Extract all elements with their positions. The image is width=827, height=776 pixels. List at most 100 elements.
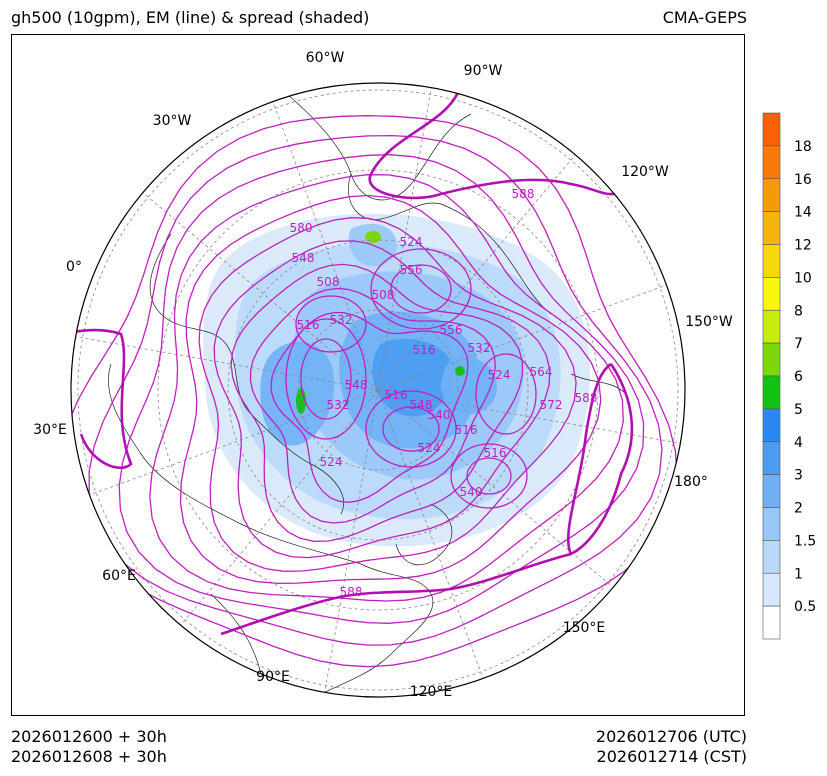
colorbar-label: 10: [794, 270, 812, 286]
graticule: [71, 83, 685, 697]
colorbar-box: [762, 605, 781, 640]
colorbar-box: [762, 474, 781, 508]
longitude-label: 120°E: [410, 684, 453, 700]
colorbar-box: [762, 408, 781, 443]
contour-label: 532: [330, 313, 353, 327]
coastline: [107, 363, 362, 565]
colorbar-label: 0.5: [794, 599, 816, 615]
contour-label: 556: [440, 323, 463, 337]
meridian: [71, 332, 379, 391]
colorbar-label: 6: [794, 369, 803, 385]
valid-time: 2026012706 (UTC) 2026012714 (CST): [596, 727, 747, 767]
model-name: CMA-GEPS: [662, 8, 747, 27]
low-contour: [295, 295, 367, 353]
colorbar: 0.5 1 1.5 2 3 4 5 6 7 8 10 12 14 16 18: [762, 112, 816, 640]
coastline: [320, 563, 434, 695]
low-contour: [390, 264, 452, 314]
contour-label: 588: [340, 585, 363, 599]
height-contour: [270, 311, 469, 503]
height-contour: [88, 134, 663, 646]
spread-spot: [455, 366, 465, 376]
low-contour: [475, 353, 537, 435]
colorbar-label: 7: [794, 336, 803, 352]
meridian: [377, 83, 436, 391]
longitude-label: 60°E: [102, 568, 136, 584]
contour-588: [71, 328, 133, 470]
longitude-label: 150°E: [563, 620, 606, 636]
low-contour: [382, 406, 440, 452]
longitude-labels: 60°W 90°W 30°W 120°W 0° 150°W 30°E 180° 60°E 150°…: [33, 50, 733, 700]
contour-label: 580: [290, 221, 313, 235]
latitude-circle: [227, 239, 529, 541]
longitude-label: 180°: [674, 474, 708, 490]
contour-label: 556: [400, 263, 423, 277]
meridian: [264, 83, 379, 391]
colorbar-box: [762, 211, 781, 245]
contour-label: 516: [413, 343, 436, 357]
meridian: [377, 389, 632, 603]
colorbar-box: [762, 375, 781, 410]
meridian: [124, 177, 379, 391]
height-contour: [179, 194, 602, 585]
contour-588: [220, 552, 572, 636]
spread-spot: [365, 231, 381, 243]
contour-label: 516: [455, 423, 478, 437]
height-contours: [71, 83, 678, 668]
height-contour: [213, 240, 551, 559]
colorbar-label: 14: [794, 205, 812, 221]
longitude-label: 150°W: [685, 314, 733, 330]
colorbar-box: [762, 441, 781, 475]
contour-label: 508: [317, 275, 340, 289]
coastline: [149, 233, 252, 415]
height-contour: [198, 217, 577, 572]
contour-label: 524: [400, 235, 423, 249]
contour-label: 548: [292, 251, 315, 265]
colorbar-box: [762, 572, 781, 607]
valid-utc: 2026012706 (UTC): [595, 727, 747, 746]
contour-label: 516: [484, 446, 507, 460]
colorbar-box: [762, 178, 781, 212]
colorbar-box: [762, 244, 781, 278]
colorbar-box: [762, 112, 781, 147]
contour-label: 564: [530, 365, 553, 379]
coastlines: [107, 88, 627, 695]
contour-label: 516: [385, 388, 408, 402]
low-contour: [370, 248, 472, 330]
spread-area: [440, 358, 497, 414]
map-frame: [11, 34, 745, 716]
contour-label: 516: [297, 318, 320, 332]
contour-label: 588: [575, 391, 598, 405]
contour-588: [566, 362, 634, 556]
contour-label: 508: [372, 288, 395, 302]
colorbar-box: [762, 277, 781, 311]
meridian: [320, 389, 379, 697]
contour-label: 572: [540, 398, 563, 412]
colorbar-box: [762, 342, 781, 377]
colorbar-label: 3: [794, 468, 803, 484]
colorbar-box: [762, 145, 781, 180]
map-boundary: [70, 82, 686, 698]
colorbar-label: 16: [794, 172, 812, 188]
valid-cst: 2026012714 (CST): [596, 747, 747, 766]
height-contour: [149, 174, 624, 602]
colorbar-label: 12: [794, 238, 812, 254]
colorbar-label: 5: [794, 402, 803, 418]
longitude-label: 90°E: [256, 669, 290, 685]
latitude-circle: [157, 169, 599, 611]
colorbar-label: 8: [794, 303, 803, 319]
low-contour: [285, 318, 367, 440]
init-time: 2026012600 + 30h 2026012608 + 30h: [11, 727, 167, 767]
colorbar-label: 18: [794, 139, 812, 155]
longitude-label: 90°W: [464, 63, 503, 79]
low-contour: [450, 443, 528, 509]
init-cst: 2026012608 + 30h: [11, 747, 167, 766]
contour-label: 548: [345, 378, 368, 392]
colorbar-label: 1.5: [794, 533, 816, 549]
low-contour: [365, 390, 457, 468]
longitude-label: 0°: [66, 259, 82, 275]
colorbar-label: 4: [794, 435, 803, 451]
longitude-label: 120°W: [621, 164, 669, 180]
longitude-label: 30°E: [33, 422, 67, 438]
